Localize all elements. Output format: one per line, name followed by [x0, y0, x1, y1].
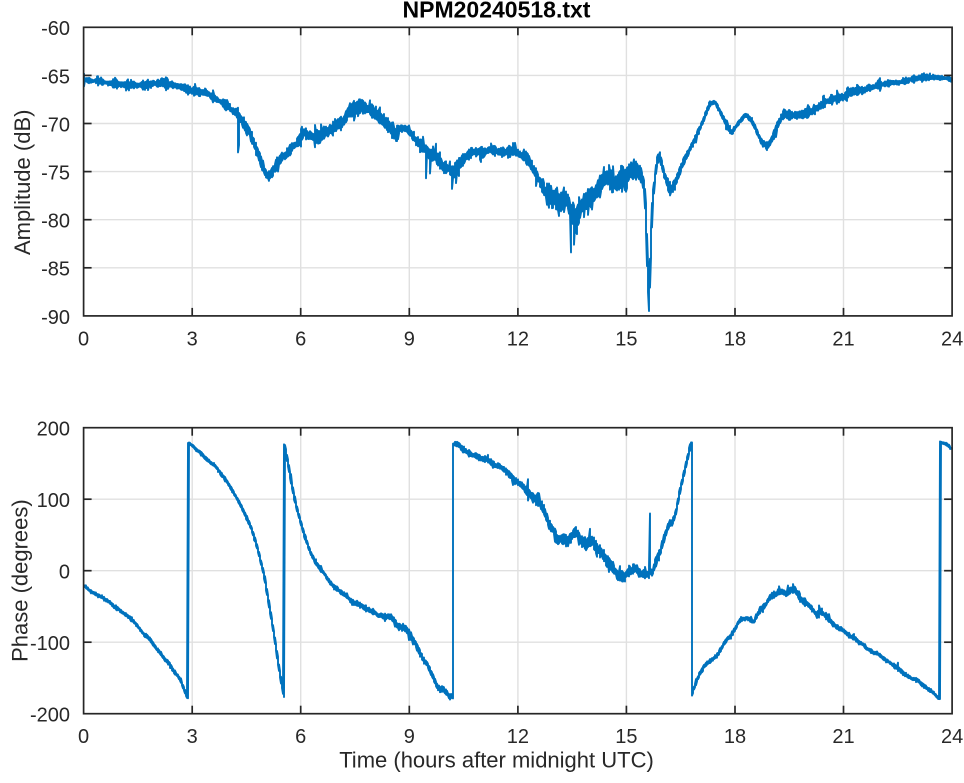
- svg-text:-100: -100: [30, 633, 70, 655]
- svg-text:3: 3: [187, 726, 198, 748]
- svg-text:-90: -90: [41, 307, 70, 329]
- svg-text:100: 100: [37, 490, 70, 512]
- svg-text:-75: -75: [41, 163, 70, 185]
- svg-text:-200: -200: [30, 705, 70, 727]
- svg-text:21: 21: [832, 328, 854, 350]
- svg-text:-80: -80: [41, 211, 70, 233]
- svg-text:15: 15: [615, 328, 637, 350]
- svg-text:9: 9: [404, 726, 415, 748]
- svg-text:21: 21: [832, 726, 854, 748]
- svg-text:0: 0: [59, 562, 70, 584]
- svg-text:200: 200: [37, 419, 70, 441]
- svg-text:15: 15: [615, 726, 637, 748]
- svg-text:Time (hours after midnight UTC: Time (hours after midnight UTC): [339, 748, 654, 773]
- svg-text:24: 24: [941, 328, 963, 350]
- svg-text:6: 6: [295, 726, 306, 748]
- svg-text:Amplitude (dB): Amplitude (dB): [10, 110, 35, 256]
- svg-text:0: 0: [78, 726, 89, 748]
- svg-text:12: 12: [507, 726, 529, 748]
- svg-text:-85: -85: [41, 259, 70, 281]
- svg-text:6: 6: [295, 328, 306, 350]
- svg-text:18: 18: [724, 328, 746, 350]
- svg-text:12: 12: [507, 328, 529, 350]
- svg-text:9: 9: [404, 328, 415, 350]
- svg-text:3: 3: [187, 328, 198, 350]
- svg-text:Phase (degrees): Phase (degrees): [8, 499, 33, 662]
- svg-text:-70: -70: [41, 114, 70, 136]
- svg-text:24: 24: [941, 726, 963, 748]
- svg-text:-60: -60: [41, 18, 70, 40]
- svg-text:18: 18: [724, 726, 746, 748]
- svg-text:NPM20240518.txt: NPM20240518.txt: [403, 0, 591, 23]
- svg-text:-65: -65: [41, 66, 70, 88]
- svg-text:0: 0: [78, 328, 89, 350]
